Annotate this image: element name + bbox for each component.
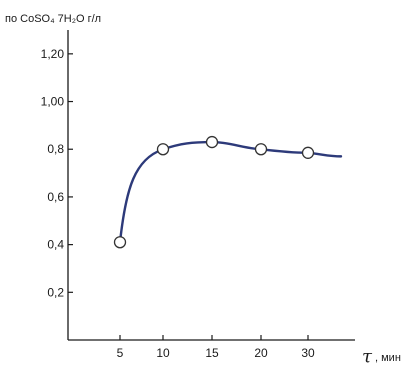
data-point-marker — [301, 146, 315, 159]
y-axis-ticks: 0,2 0,4 0,6 0,8 1,00 1,20 — [41, 47, 73, 299]
x-tick-label: 15 — [205, 346, 219, 360]
x-tick-label: 5 — [117, 346, 124, 360]
data-point-marker — [254, 143, 268, 156]
x-axis-unit: , мин — [375, 352, 401, 364]
y-tick-label: 1,00 — [41, 95, 65, 109]
x-tick-label: 20 — [254, 346, 268, 360]
series-layer — [113, 135, 343, 249]
x-axis-ticks: 5 10 15 20 30 — [117, 335, 315, 360]
data-point-marker — [205, 135, 219, 149]
y-tick-label: 0,4 — [47, 238, 64, 252]
x-axis-symbol: τ — [362, 346, 373, 367]
y-axis-label: по CoSO₄ 7H₂O г/л — [5, 13, 101, 25]
y-tick-label: 0,8 — [47, 142, 64, 156]
data-point-marker — [113, 236, 127, 249]
y-tick-label: 0,6 — [47, 190, 64, 204]
y-axis-title: по CoSO₄ 7H₂O г/л — [5, 13, 101, 25]
x-axis-title: τ , мин — [362, 346, 401, 367]
y-tick-label: 1,20 — [41, 47, 65, 61]
data-point-marker — [156, 143, 170, 156]
y-tick-label: 0,2 — [47, 285, 64, 299]
x-tick-label: 30 — [301, 346, 315, 360]
x-tick-label: 10 — [156, 346, 170, 360]
